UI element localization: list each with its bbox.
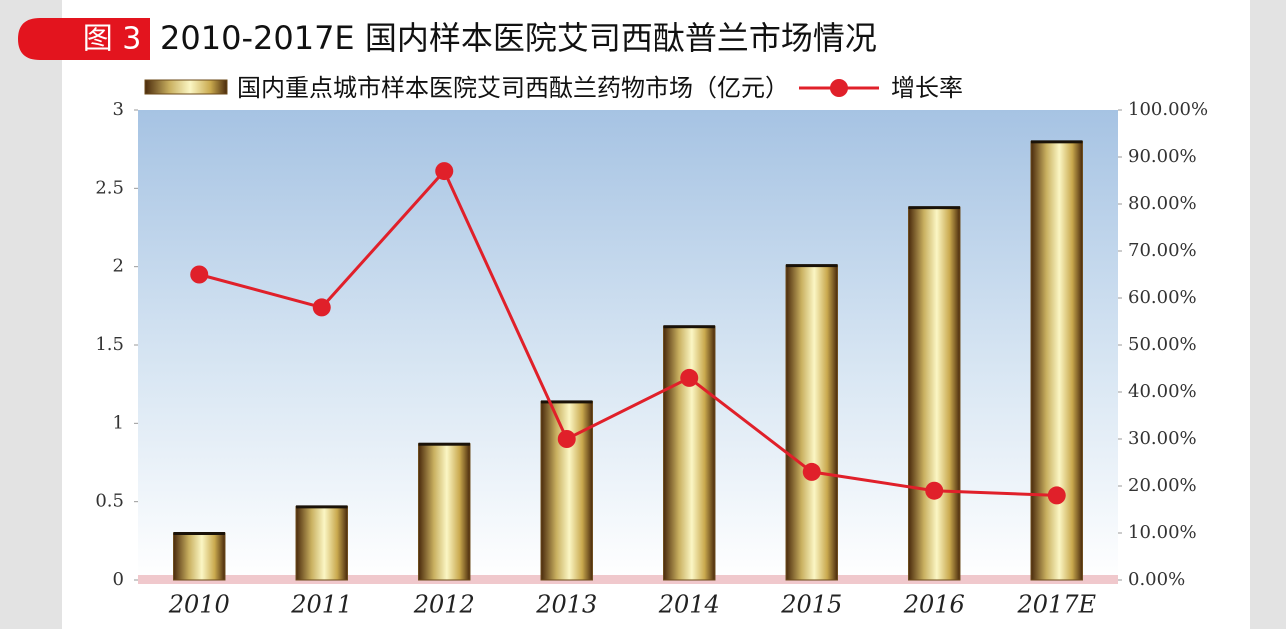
y2-tick-label: 40.00% [1128,381,1197,402]
y-tick-label: 0 [113,569,124,590]
y2-tick-label: 50.00% [1128,334,1197,355]
x-tick-label: 2015 [780,591,842,619]
side-strip [1250,0,1286,629]
y2-tick-label: 90.00% [1128,146,1197,167]
legend-label: 增长率 [891,74,963,102]
bar-cap [296,505,348,509]
figure-badge [18,18,150,60]
point [925,481,944,500]
plot-base [138,575,1118,584]
x-tick-label: 2016 [903,591,965,619]
chart-title: 2010-2017E 国内样本医院艾司西酞普兰市场情况 [160,19,877,57]
bar [173,532,226,581]
point [557,430,576,448]
bar [1030,140,1083,581]
point [190,265,209,284]
y2-tick-label: 0.00% [1128,569,1185,590]
y2-tick-label: 20.00% [1128,475,1197,496]
figure-label: 图 3 [83,22,142,57]
bar [785,264,838,581]
x-tick-label: 2014 [658,591,720,619]
y2-tick-label: 30.00% [1128,428,1197,449]
bar [908,206,961,581]
line [198,168,1057,497]
legend-label: 国内重点城市样本医院艾司西酞兰药物市场（亿元） [237,74,789,102]
y-tick-label: 1 [113,412,124,433]
y-tick-label: 1.5 [95,334,124,355]
y2-tick-label: 70.00% [1128,240,1197,261]
y-tick-label: 0.5 [95,491,124,512]
bar-cap [173,532,225,535]
bar-cap [663,325,715,329]
y2-tick-label: 60.00% [1128,287,1197,308]
bar-cap [908,206,960,210]
plot-area [138,110,1118,580]
y2-tick-label: 100.00% [1128,99,1208,120]
y-tick-label: 2 [113,256,124,277]
point [435,162,454,181]
point [312,298,331,317]
bar-cap [786,264,838,268]
bar [418,443,471,581]
x-tick-label: 2012 [413,591,475,619]
legend-swatch [144,79,228,95]
y-tick-label: 3 [113,99,124,120]
bar-cap [1031,140,1083,144]
point [1047,486,1066,505]
x-tick-label: 2010 [168,591,230,619]
bar [663,325,716,581]
point [802,462,821,481]
y2-tick-label: 10.00% [1128,522,1197,543]
bar-cap [418,442,470,446]
legend-swatch [830,79,848,97]
bar [295,505,348,581]
x-tick-label: 2011 [290,591,352,619]
point [680,368,699,387]
y2-tick-label: 80.00% [1128,193,1197,214]
side-strip [0,0,62,629]
x-tick-label: 2017E [1016,591,1096,619]
bar-cap [541,400,593,404]
x-tick-label: 2013 [535,591,597,619]
bar [540,400,593,581]
y-tick-label: 2.5 [95,177,124,198]
